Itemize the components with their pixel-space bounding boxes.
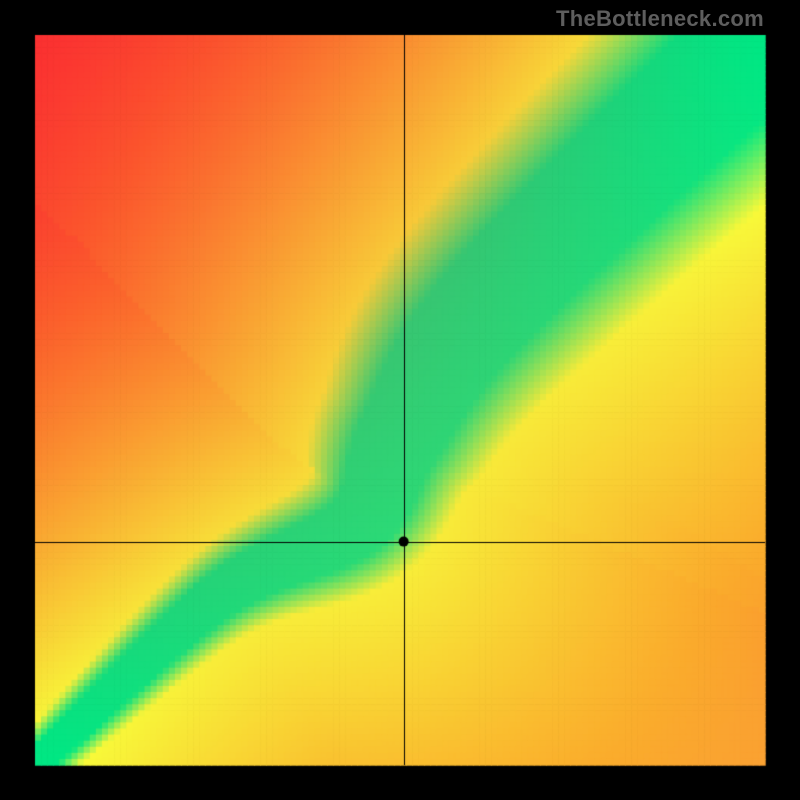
watermark-text: TheBottleneck.com (556, 6, 764, 32)
chart-container: TheBottleneck.com (0, 0, 800, 800)
bottleneck-heatmap (0, 0, 800, 800)
